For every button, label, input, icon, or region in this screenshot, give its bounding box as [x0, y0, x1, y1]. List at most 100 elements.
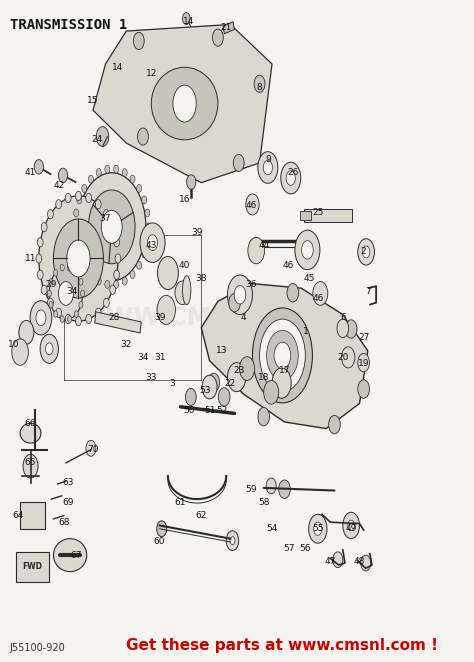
Circle shape	[60, 264, 64, 271]
Text: 42: 42	[54, 181, 65, 191]
Text: 51: 51	[204, 406, 215, 414]
Circle shape	[49, 279, 53, 285]
Ellipse shape	[20, 423, 41, 443]
Circle shape	[103, 298, 109, 307]
Circle shape	[81, 290, 85, 297]
Circle shape	[281, 162, 301, 194]
Text: WWW.CMSNL.COM: WWW.CMSNL.COM	[79, 306, 340, 330]
Circle shape	[219, 388, 230, 406]
Text: 48: 48	[354, 557, 365, 566]
Circle shape	[140, 223, 165, 262]
Polygon shape	[201, 283, 368, 428]
Circle shape	[12, 339, 28, 365]
Circle shape	[73, 223, 78, 231]
Circle shape	[86, 440, 96, 456]
Circle shape	[228, 363, 246, 392]
Circle shape	[122, 169, 127, 177]
Circle shape	[96, 277, 101, 285]
Text: 46: 46	[246, 201, 257, 211]
Text: 11: 11	[25, 254, 36, 263]
Polygon shape	[93, 24, 272, 183]
Circle shape	[333, 552, 343, 567]
Text: 10: 10	[8, 340, 19, 349]
Circle shape	[41, 285, 47, 295]
Circle shape	[47, 210, 54, 219]
Text: 3: 3	[169, 379, 175, 388]
Text: 27: 27	[358, 333, 369, 342]
Circle shape	[279, 480, 291, 498]
Text: 32: 32	[120, 340, 132, 349]
Text: 26: 26	[287, 168, 299, 177]
Circle shape	[110, 222, 116, 232]
Circle shape	[36, 310, 46, 326]
Text: 57: 57	[283, 544, 294, 553]
Text: 49: 49	[346, 524, 357, 534]
Circle shape	[142, 196, 146, 204]
Circle shape	[234, 285, 246, 304]
Circle shape	[37, 270, 43, 279]
Text: 14: 14	[112, 63, 124, 71]
Circle shape	[157, 256, 178, 289]
Circle shape	[266, 330, 298, 381]
Circle shape	[248, 238, 264, 263]
Text: 9: 9	[265, 155, 271, 164]
Ellipse shape	[54, 539, 87, 571]
Text: 45: 45	[304, 274, 315, 283]
Circle shape	[73, 209, 79, 217]
Text: 28: 28	[108, 313, 119, 322]
Text: 54: 54	[266, 524, 278, 534]
Circle shape	[286, 171, 295, 185]
Text: 4: 4	[240, 313, 246, 322]
Text: 39: 39	[154, 313, 165, 322]
Bar	[20, 502, 45, 529]
Text: 66: 66	[25, 419, 36, 428]
Text: 25: 25	[312, 208, 324, 217]
Text: 46: 46	[312, 293, 324, 303]
Circle shape	[75, 191, 82, 201]
Circle shape	[114, 166, 118, 173]
Circle shape	[122, 277, 127, 285]
Ellipse shape	[151, 68, 218, 140]
Circle shape	[274, 342, 291, 369]
Text: 12: 12	[146, 70, 157, 78]
Text: 37: 37	[100, 214, 111, 224]
Text: 56: 56	[300, 544, 311, 553]
Text: 6: 6	[340, 313, 346, 322]
Circle shape	[187, 175, 196, 189]
Text: FWD: FWD	[23, 562, 43, 571]
Circle shape	[41, 222, 47, 232]
Text: 67: 67	[71, 551, 82, 559]
Circle shape	[115, 254, 121, 263]
Text: 70: 70	[87, 445, 99, 454]
Text: 22: 22	[225, 379, 236, 388]
Circle shape	[343, 512, 359, 539]
Circle shape	[264, 381, 279, 404]
Circle shape	[40, 334, 58, 363]
Circle shape	[287, 283, 299, 302]
Circle shape	[65, 193, 71, 203]
Circle shape	[95, 200, 101, 209]
Text: 52: 52	[216, 406, 228, 414]
Text: 61: 61	[175, 498, 186, 507]
Circle shape	[258, 408, 270, 426]
Circle shape	[361, 555, 371, 571]
Circle shape	[226, 531, 239, 551]
Text: 47: 47	[325, 557, 336, 566]
Text: 33: 33	[146, 373, 157, 382]
Text: 40: 40	[179, 261, 190, 269]
Text: 29: 29	[46, 280, 57, 289]
Circle shape	[77, 196, 82, 204]
Text: 41: 41	[25, 168, 36, 177]
Circle shape	[313, 281, 328, 305]
Circle shape	[182, 13, 190, 24]
Circle shape	[46, 343, 53, 355]
Circle shape	[328, 415, 340, 434]
Text: 62: 62	[196, 511, 207, 520]
Circle shape	[133, 32, 144, 50]
Circle shape	[47, 290, 51, 297]
Circle shape	[89, 190, 135, 263]
Circle shape	[30, 301, 52, 335]
Circle shape	[74, 269, 78, 276]
Circle shape	[39, 196, 118, 321]
Circle shape	[34, 160, 44, 174]
